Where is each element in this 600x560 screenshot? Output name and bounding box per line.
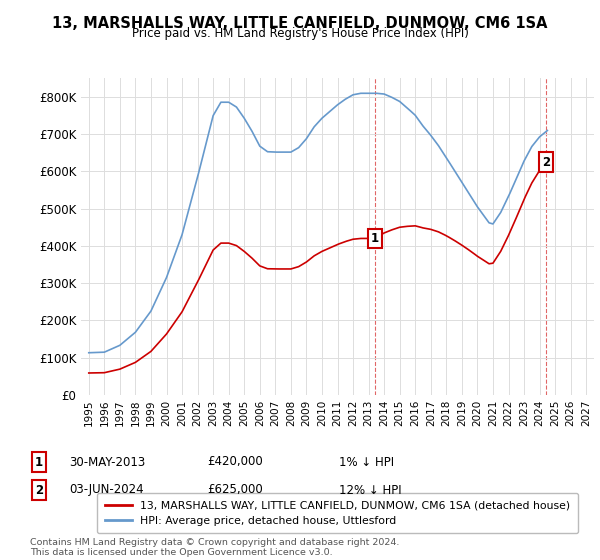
Text: 2: 2 bbox=[35, 483, 43, 497]
Text: £625,000: £625,000 bbox=[207, 483, 263, 497]
Text: £420,000: £420,000 bbox=[207, 455, 263, 469]
Text: 1% ↓ HPI: 1% ↓ HPI bbox=[339, 455, 394, 469]
Text: 2: 2 bbox=[542, 156, 550, 169]
Text: 13, MARSHALLS WAY, LITTLE CANFIELD, DUNMOW, CM6 1SA: 13, MARSHALLS WAY, LITTLE CANFIELD, DUNM… bbox=[52, 16, 548, 31]
Legend: 13, MARSHALLS WAY, LITTLE CANFIELD, DUNMOW, CM6 1SA (detached house), HPI: Avera: 13, MARSHALLS WAY, LITTLE CANFIELD, DUNM… bbox=[97, 493, 578, 533]
Text: 03-JUN-2024: 03-JUN-2024 bbox=[69, 483, 143, 497]
Text: 1: 1 bbox=[35, 455, 43, 469]
Text: 12% ↓ HPI: 12% ↓ HPI bbox=[339, 483, 401, 497]
Text: 30-MAY-2013: 30-MAY-2013 bbox=[69, 455, 145, 469]
Text: Contains HM Land Registry data © Crown copyright and database right 2024.
This d: Contains HM Land Registry data © Crown c… bbox=[30, 538, 400, 557]
Text: Price paid vs. HM Land Registry's House Price Index (HPI): Price paid vs. HM Land Registry's House … bbox=[131, 27, 469, 40]
Text: 1: 1 bbox=[371, 232, 379, 245]
